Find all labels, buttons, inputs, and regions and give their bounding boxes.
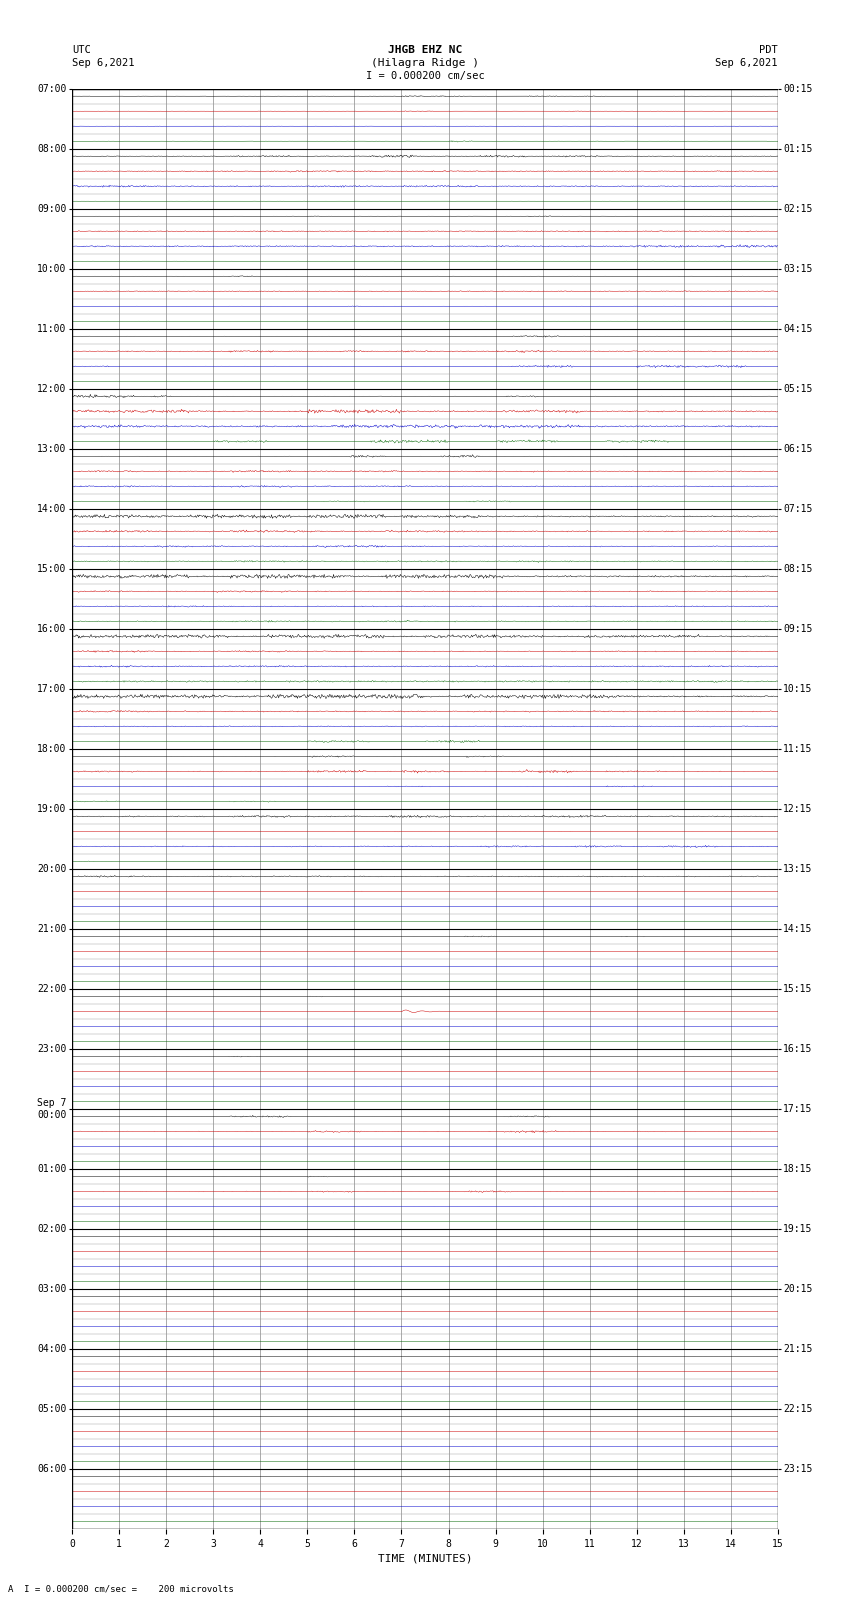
Text: Sep 6,2021: Sep 6,2021 [715,58,778,68]
Text: UTC: UTC [72,45,91,55]
Text: Sep 6,2021: Sep 6,2021 [72,58,135,68]
X-axis label: TIME (MINUTES): TIME (MINUTES) [377,1553,473,1563]
Text: A  I = 0.000200 cm/sec =    200 microvolts: A I = 0.000200 cm/sec = 200 microvolts [8,1584,235,1594]
Text: I = 0.000200 cm/sec: I = 0.000200 cm/sec [366,71,484,81]
Text: (Hilagra Ridge ): (Hilagra Ridge ) [371,58,479,68]
Text: PDT: PDT [759,45,778,55]
Text: JHGB EHZ NC: JHGB EHZ NC [388,45,462,55]
